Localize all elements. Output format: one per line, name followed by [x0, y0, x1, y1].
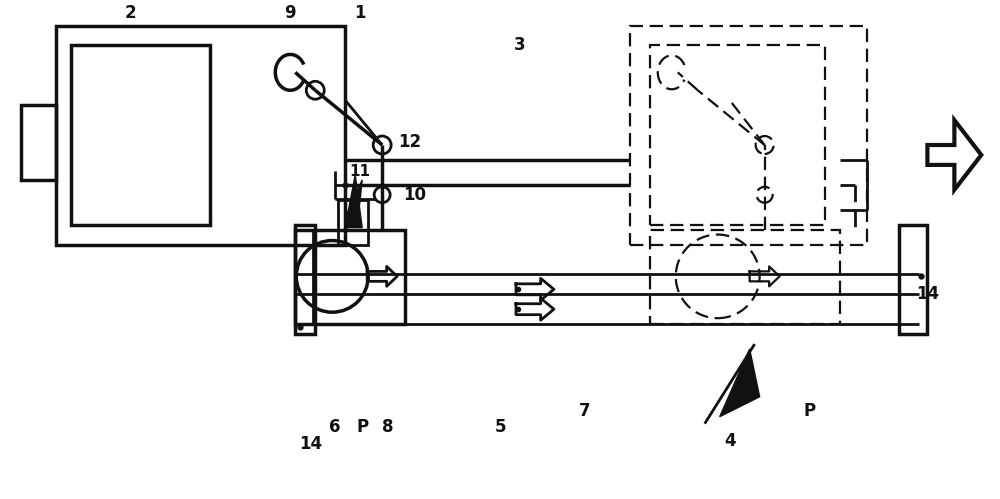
- Bar: [71, 45, 210, 225]
- Text: 14: 14: [916, 285, 939, 303]
- Bar: [338, 200, 368, 245]
- Bar: [650, 230, 840, 324]
- Bar: [56, 25, 345, 245]
- Text: 7: 7: [579, 402, 591, 420]
- Bar: [21, 105, 56, 180]
- Text: 12: 12: [399, 133, 422, 151]
- Text: 4: 4: [724, 432, 735, 450]
- Text: P: P: [356, 418, 368, 436]
- Text: 11: 11: [350, 164, 371, 179]
- Text: 6: 6: [329, 418, 341, 436]
- Bar: [295, 230, 313, 324]
- Polygon shape: [927, 120, 981, 190]
- Text: 2: 2: [125, 3, 136, 21]
- Text: 10: 10: [404, 186, 427, 204]
- Bar: [899, 225, 927, 334]
- Text: 8: 8: [382, 418, 394, 436]
- Text: 1: 1: [354, 3, 366, 21]
- Text: P: P: [804, 402, 816, 420]
- Text: 14: 14: [299, 435, 322, 453]
- Bar: [650, 45, 825, 225]
- Bar: [630, 25, 867, 245]
- Polygon shape: [345, 175, 362, 228]
- Text: 3: 3: [514, 36, 526, 54]
- Bar: [295, 225, 315, 334]
- Polygon shape: [720, 349, 760, 417]
- Polygon shape: [345, 180, 362, 218]
- Text: 5: 5: [494, 418, 506, 436]
- Bar: [295, 230, 405, 324]
- Text: 9: 9: [284, 3, 296, 21]
